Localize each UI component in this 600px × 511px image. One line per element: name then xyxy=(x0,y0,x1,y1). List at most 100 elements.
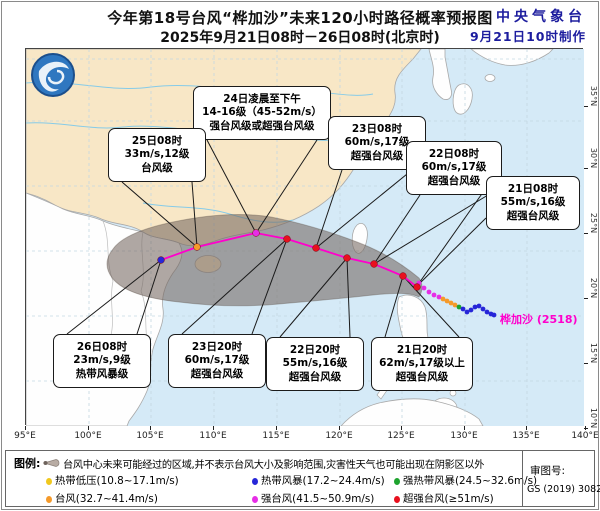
lat-tick-label: 35°N xyxy=(589,85,598,107)
legend-item-label: 台风(32.7~41.4m/s) xyxy=(55,493,158,505)
legend-item: 热带低压(10.8~17.1m/s) xyxy=(46,472,179,487)
lon-tick-mark xyxy=(25,426,26,430)
lon-tick-label: 125°E xyxy=(387,431,415,441)
lon-tick-mark xyxy=(150,426,151,430)
cone-description: 台风中心未来可能经过的区域,并不表示台风大小及影响范围,灾害性天气也可能出现在阴… xyxy=(63,460,485,471)
lon-tick-mark xyxy=(213,426,214,430)
legend-dot-icon xyxy=(394,478,400,485)
legend-item: 强台风(41.5~50.9m/s) xyxy=(252,490,374,505)
lat-tick-mark xyxy=(584,363,588,364)
legend-item: 超强台风(≥51m/s) xyxy=(394,490,494,505)
legend-item-label: 强热带风暴(24.5~32.6m/s) xyxy=(403,475,538,487)
lon-tick-mark xyxy=(88,426,89,430)
callout-line: 23日20时 xyxy=(191,340,243,353)
lat-tick-mark xyxy=(584,168,588,169)
callout-line: 强台风级或超强台风级 xyxy=(209,119,315,132)
lon-tick-mark xyxy=(464,426,465,430)
legend-dot-icon xyxy=(252,496,258,503)
callout-d21-08: 21日08时 55m/s,16级 超强台风级 xyxy=(486,176,580,230)
callout-line: 23m/s,9级 xyxy=(73,354,131,367)
callout-line: 55m/s,16级 xyxy=(282,357,348,370)
issue-time: 9月21日10时制作 xyxy=(470,29,586,44)
lat-tick-label: 10°N xyxy=(589,407,598,429)
callout-line: 24日凌晨至下午 xyxy=(223,92,301,105)
callout-line: 21日20时 xyxy=(396,343,448,356)
lon-tick-label: 115°E xyxy=(262,431,290,441)
lon-tick-label: 130°E xyxy=(450,431,478,441)
lon-tick-mark xyxy=(401,426,402,430)
callout-line: 超强台风级 xyxy=(190,367,244,380)
callout-d25-08: 25日08时 33m/s,12级 台风级 xyxy=(108,128,206,182)
map-review-label: 审图号: xyxy=(530,465,566,477)
borneo-island xyxy=(340,398,484,426)
page-title: 今年第18号台风“桦加沙”未来120小时路径概率预报图 xyxy=(107,9,493,27)
callout-line: 26日08时 xyxy=(76,340,128,353)
japan-honshu xyxy=(470,49,554,66)
callout-line: 超强台风级 xyxy=(427,174,481,187)
storm-name-label: 桦加沙 (2518) xyxy=(500,313,578,326)
callout-line: 55m/s,16级 xyxy=(500,196,566,209)
lat-tick-label: 20°N xyxy=(589,277,598,299)
callout-d24-landfall: 24日凌晨至下午 14-16级（45-52m/s） 强台风级或超强台风级 xyxy=(193,86,331,140)
cone-symbol-icon xyxy=(42,459,60,467)
legend-item: 热带风暴(17.2~24.4m/s) xyxy=(252,472,385,487)
callout-d21-20: 21日20时 62m/s,17级以上 超强台风级 xyxy=(371,337,473,391)
lon-tick-label: 135°E xyxy=(512,431,540,441)
callout-line: 25日08时 xyxy=(131,134,183,147)
legend-dot-icon xyxy=(46,496,52,503)
callout-line: 60m/s,17级 xyxy=(421,161,487,174)
legend-item-label: 热带低压(10.8~17.1m/s) xyxy=(55,475,179,487)
lon-tick-mark xyxy=(526,426,527,430)
page-subtitle: 2025年9月21日08时－26日08时(北京时) xyxy=(160,30,440,46)
legend-dot-icon xyxy=(46,478,52,485)
callout-line: 超强台风级 xyxy=(395,370,449,383)
legend-item-label: 强台风(41.5~50.9m/s) xyxy=(261,493,375,505)
callout-line: 21日08时 xyxy=(507,182,559,195)
agency-credit: 中央气象台 9月21日10时制作 xyxy=(470,6,586,45)
lon-tick-mark xyxy=(339,426,340,430)
legend-box: 图例: 台风中心未来可能经过的区域,并不表示台风大小及影响范围,灾害性天气也可能… xyxy=(5,450,600,507)
map-review-number: GS (2019) 3082号 xyxy=(527,484,600,495)
lon-tick-label: 100°E xyxy=(74,431,102,441)
lat-tick-label: 25°N xyxy=(589,212,598,234)
lat-tick-label: 15°N xyxy=(589,342,598,364)
legend-item-label: 超强台风(≥51m/s) xyxy=(403,493,494,505)
callout-line: 23日08时 xyxy=(351,122,403,135)
lat-tick-mark xyxy=(584,106,588,107)
callout-line: 14-16级（45-52m/s） xyxy=(202,106,322,119)
callout-d26-08: 26日08时 23m/s,9级 热带风暴级 xyxy=(53,334,151,388)
callout-d22-08: 22日08时 60m/s,17级 超强台风级 xyxy=(406,141,502,195)
lat-tick-mark xyxy=(584,298,588,299)
legend-item: 强热带风暴(24.5~32.6m/s) xyxy=(394,472,537,487)
callout-line: 22日20时 xyxy=(289,343,341,356)
japan-kyushu xyxy=(452,83,473,115)
lat-tick-label: 30°N xyxy=(589,147,598,169)
legend-item: 台风(32.7~41.4m/s) xyxy=(46,490,158,505)
callout-line: 60m/s,17级 xyxy=(344,136,410,149)
callout-d22-20: 22日20时 55m/s,16级 超强台风级 xyxy=(266,337,364,391)
callout-line: 62m/s,17级以上 xyxy=(379,357,465,370)
callout-line: 22日08时 xyxy=(428,147,480,160)
legend-dot-icon xyxy=(252,478,258,485)
lon-tick-label: 105°E xyxy=(136,431,164,441)
lon-tick-label: 95°E xyxy=(14,431,36,441)
lat-tick-mark xyxy=(584,428,588,429)
japan-shikoku xyxy=(484,74,496,82)
korea-peninsula xyxy=(428,49,452,100)
callout-line: 台风级 xyxy=(141,161,173,174)
agency-name: 中央气象台 xyxy=(496,9,586,25)
lon-tick-label: 140°E xyxy=(571,431,599,441)
lon-tick-label: 120°E xyxy=(325,431,353,441)
cma-logo-icon xyxy=(31,53,75,97)
legend-dot-icon xyxy=(394,496,400,503)
legend-divider xyxy=(522,451,523,506)
legend-item-label: 热带风暴(17.2~24.4m/s) xyxy=(261,475,385,487)
callout-line: 超强台风级 xyxy=(506,209,560,222)
callout-line: 热带风暴级 xyxy=(75,367,129,380)
callout-line: 33m/s,12级 xyxy=(124,148,190,161)
lon-tick-label: 110°E xyxy=(199,431,227,441)
callout-line: 60m/s,17级 xyxy=(184,354,250,367)
legend-title: 图例: xyxy=(14,457,41,470)
callout-d23-20: 23日20时 60m/s,17级 超强台风级 xyxy=(168,334,266,388)
